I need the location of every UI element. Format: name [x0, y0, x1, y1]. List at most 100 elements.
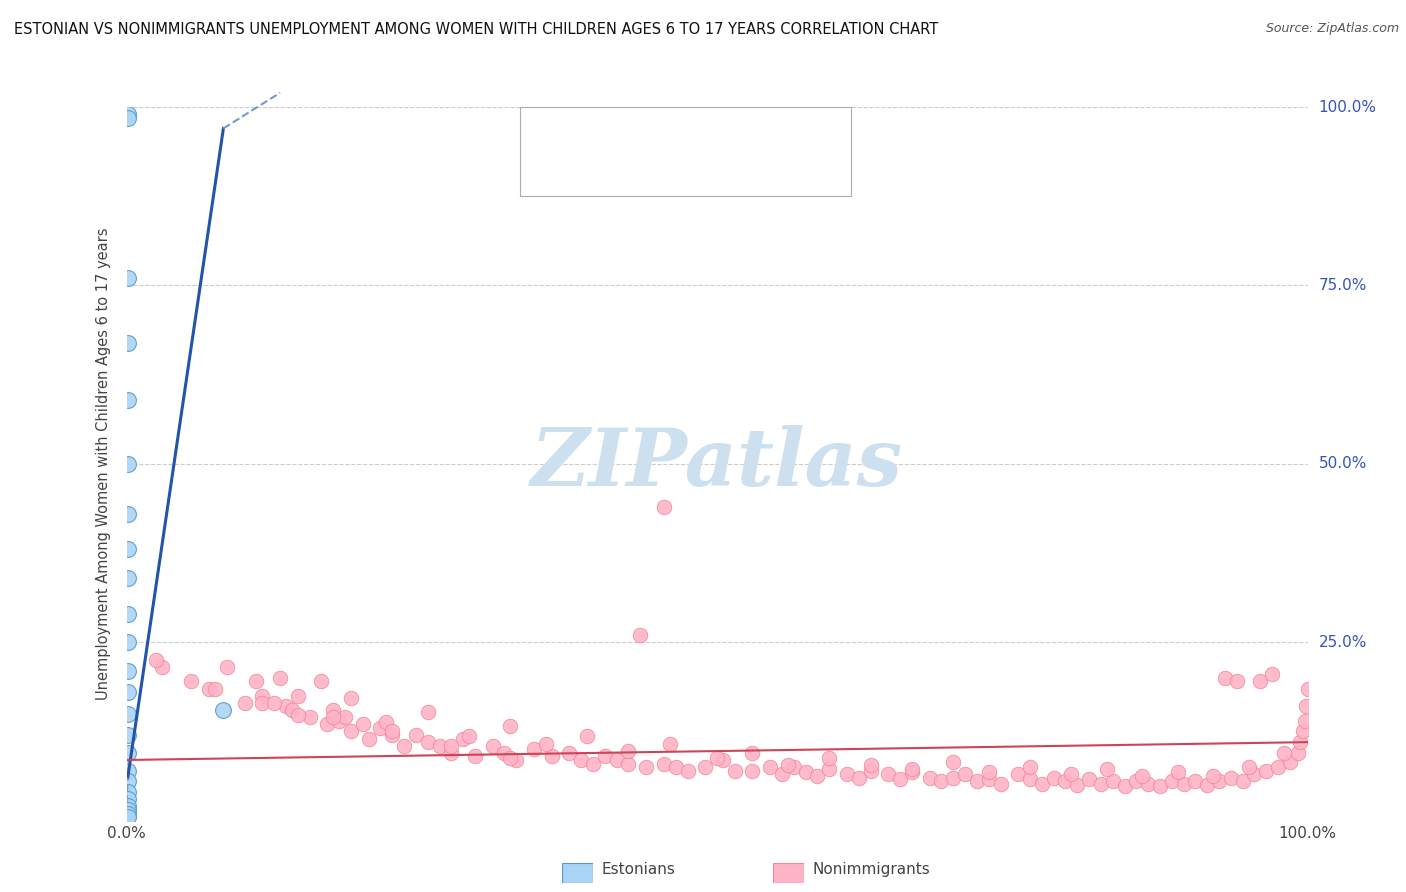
Point	[287, 689, 309, 703]
Point	[117, 271, 139, 285]
Point	[252, 689, 274, 703]
Point	[117, 806, 139, 821]
Point	[1232, 774, 1254, 789]
Point	[274, 699, 297, 714]
Point	[381, 728, 404, 742]
Point	[117, 746, 139, 760]
Point	[658, 737, 681, 751]
Point	[357, 731, 380, 746]
Point	[1296, 681, 1319, 696]
Point	[1054, 774, 1077, 789]
Point	[942, 755, 965, 769]
Point	[1101, 774, 1123, 789]
Point	[269, 671, 291, 685]
Point	[405, 728, 427, 742]
Point	[281, 703, 304, 717]
Point	[606, 753, 628, 767]
Point	[1202, 769, 1225, 783]
Text: 100.0%: 100.0%	[1319, 100, 1376, 114]
Point	[1160, 774, 1182, 789]
Point	[889, 772, 911, 787]
Point	[117, 335, 139, 350]
Point	[582, 756, 605, 771]
Point	[534, 737, 557, 751]
Point	[1294, 714, 1316, 728]
Point	[150, 660, 173, 674]
Point	[416, 735, 439, 749]
Text: 75.0%: 75.0%	[1319, 278, 1367, 293]
Point	[117, 392, 139, 407]
Point	[783, 760, 806, 774]
Point	[204, 681, 226, 696]
Point	[1095, 762, 1118, 776]
Point	[117, 792, 139, 806]
Point	[818, 762, 841, 776]
Text: Source: ZipAtlas.com: Source: ZipAtlas.com	[1265, 22, 1399, 36]
Point	[1219, 771, 1241, 785]
Point	[1295, 699, 1317, 714]
Point	[311, 674, 333, 689]
Point	[1278, 755, 1301, 769]
Point	[1007, 767, 1029, 781]
Point	[1173, 776, 1195, 790]
Y-axis label: Unemployment Among Women with Children Ages 6 to 17 years: Unemployment Among Women with Children A…	[96, 227, 111, 700]
Point	[252, 696, 274, 710]
Point	[117, 803, 139, 817]
Point	[499, 751, 522, 765]
Point	[942, 771, 965, 785]
Point	[1078, 772, 1101, 787]
Point	[901, 765, 924, 780]
Point	[859, 764, 882, 778]
Point	[1289, 735, 1312, 749]
Point	[859, 758, 882, 772]
Point	[759, 760, 782, 774]
Point	[464, 749, 486, 764]
Point	[375, 715, 398, 730]
Point	[1149, 780, 1171, 794]
Point	[117, 785, 139, 799]
Text: 50.0%: 50.0%	[1319, 457, 1367, 471]
Point	[558, 746, 581, 760]
Point	[1031, 776, 1053, 790]
Point	[741, 746, 763, 760]
Point	[322, 703, 344, 717]
Point	[316, 717, 339, 731]
Point	[1208, 774, 1230, 789]
Point	[628, 628, 651, 642]
Point	[117, 542, 139, 557]
Point	[1256, 764, 1278, 778]
Point	[117, 810, 139, 824]
Point	[741, 764, 763, 778]
Text: R = 0.065   N = 134: R = 0.065 N = 134	[588, 162, 769, 180]
Point	[117, 685, 139, 699]
Point	[117, 635, 139, 649]
Point	[298, 710, 321, 724]
Point	[117, 107, 139, 121]
Point	[617, 744, 640, 758]
Point	[652, 500, 675, 514]
Point	[1286, 746, 1309, 760]
Point	[901, 762, 924, 776]
Point	[1226, 674, 1249, 689]
Point	[328, 714, 350, 728]
Point	[770, 767, 793, 781]
Point	[1130, 769, 1153, 783]
Point	[818, 751, 841, 765]
Text: R = 0.422   N =  25: R = 0.422 N = 25	[588, 132, 765, 150]
Point	[145, 653, 167, 667]
Point	[505, 753, 527, 767]
Point	[966, 774, 988, 789]
Point	[340, 690, 363, 705]
Text: ZIPatlas: ZIPatlas	[531, 425, 903, 502]
Point	[1060, 767, 1083, 781]
Point	[1125, 774, 1147, 789]
Point	[494, 746, 516, 760]
Point	[117, 764, 139, 778]
Point	[370, 721, 392, 735]
Text: Estonians: Estonians	[602, 863, 676, 877]
Point	[953, 767, 976, 781]
Point	[322, 710, 344, 724]
Text: ESTONIAN VS NONIMMIGRANTS UNEMPLOYMENT AMONG WOMEN WITH CHILDREN AGES 6 TO 17 YE: ESTONIAN VS NONIMMIGRANTS UNEMPLOYMENT A…	[14, 22, 938, 37]
Point	[198, 681, 221, 696]
Point	[695, 760, 717, 774]
